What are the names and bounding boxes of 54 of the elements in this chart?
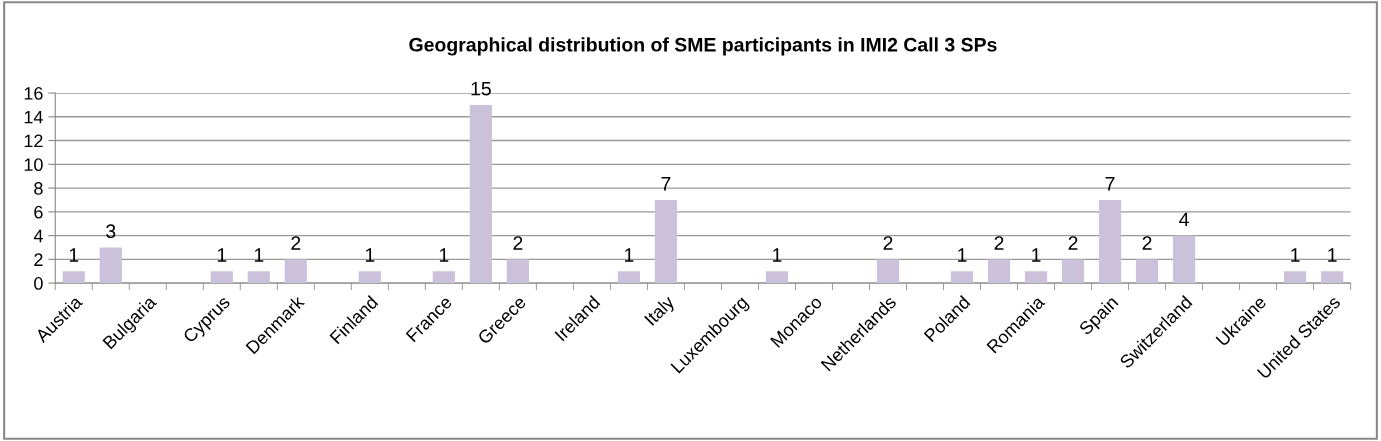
data-label: 15 — [471, 81, 491, 96]
y-tick-label: 10 — [24, 158, 43, 172]
y-tick-label: 6 — [34, 205, 43, 219]
y-tick-label: 8 — [34, 182, 43, 195]
y-tick-label: 2 — [34, 253, 43, 266]
bar — [1024, 271, 1048, 284]
data-label: 2 — [1142, 236, 1152, 250]
bar — [247, 271, 270, 284]
bar — [1098, 199, 1122, 284]
bar — [506, 259, 529, 284]
bar — [1321, 271, 1344, 284]
data-label: 2 — [994, 236, 1004, 250]
y-tick-label: 14 — [24, 110, 43, 124]
bar — [62, 271, 85, 284]
data-label: 1 — [439, 248, 449, 262]
data-label: 1 — [1291, 248, 1300, 262]
bar — [876, 259, 900, 284]
bar — [99, 247, 122, 284]
data-label: 2 — [291, 236, 301, 250]
data-label: 1 — [773, 248, 782, 262]
bar — [1284, 271, 1307, 284]
data-label: 1 — [69, 248, 79, 262]
bar — [469, 104, 492, 284]
data-label: 1 — [254, 248, 264, 262]
bar — [1172, 235, 1196, 284]
data-label: 1 — [217, 248, 227, 262]
data-label: 1 — [1328, 248, 1337, 262]
bar — [617, 271, 641, 284]
y-tick-label: 12 — [24, 134, 43, 148]
bar — [987, 259, 1011, 284]
data-label: 7 — [661, 177, 671, 191]
data-label: 2 — [883, 236, 893, 250]
bar — [210, 271, 233, 284]
data-label: 1 — [624, 248, 634, 262]
data-label: 1 — [958, 248, 967, 262]
bar — [950, 271, 974, 284]
bar — [358, 271, 381, 284]
bar — [1061, 259, 1085, 284]
bar — [765, 271, 789, 284]
data-label: 2 — [513, 236, 523, 250]
bar — [432, 271, 455, 284]
data-label: 1 — [1032, 248, 1041, 262]
data-label: 1 — [365, 248, 375, 262]
data-label: 7 — [1105, 177, 1115, 191]
y-tick-label: 0 — [34, 277, 43, 290]
bar — [1135, 259, 1159, 284]
data-label: 3 — [106, 224, 116, 239]
bar — [654, 199, 678, 284]
y-tick-label: 4 — [33, 229, 43, 243]
data-label: 4 — [1179, 212, 1189, 227]
data-label: 2 — [1068, 236, 1078, 250]
chart-title: Geographical distribution of SME participants in IMI2 Call 3 SPs — [409, 37, 997, 56]
y-tick-label: 16 — [24, 86, 43, 100]
bar — [284, 259, 307, 284]
